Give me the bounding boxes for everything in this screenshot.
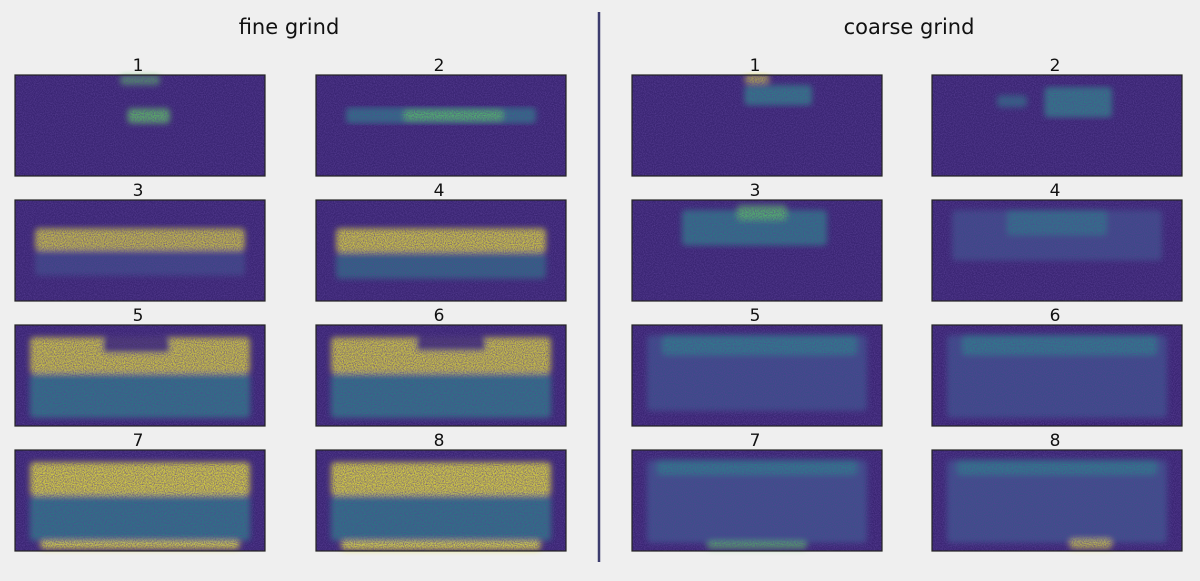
panel-noise [632,75,882,176]
panel-border [315,199,567,302]
panel-image [315,74,567,177]
panel-label: 8 [1050,431,1061,451]
panel-label: 6 [434,306,445,326]
panel-noise [632,450,882,551]
panel-noise [15,450,265,551]
panel-image [931,74,1183,177]
panel-label: 3 [133,181,144,201]
panel-noise [932,75,1182,176]
panel-label: 4 [434,181,445,201]
panel-label: 5 [750,306,761,326]
panel-border [931,324,1183,427]
panel-image [14,74,266,177]
panel-noise [932,200,1182,301]
panel-noise [632,325,882,426]
panel-noise [932,325,1182,426]
panel-border [931,199,1183,302]
panel-label: 7 [750,431,761,451]
panel-border [631,74,883,177]
panel-noise [316,325,566,426]
panel-label: 5 [133,306,144,326]
panel-border [931,74,1183,177]
panel-image [315,199,567,302]
panel-image [14,449,266,552]
panel-border [14,324,266,427]
panel-label: 1 [750,56,761,76]
panel-label: 8 [434,431,445,451]
group-title: fine grind [239,15,340,39]
panel-label: 7 [133,431,144,451]
panel-border [315,324,567,427]
panel-noise [316,450,566,551]
panel-border [315,74,567,177]
panel-label: 6 [1050,306,1061,326]
panel-border [631,324,883,427]
panel-image [631,449,883,552]
panel-border [14,449,266,552]
panel-image [631,324,883,427]
panel-border [14,199,266,302]
panel-border [315,449,567,552]
panel-noise [15,200,265,301]
panel-noise [316,200,566,301]
panel-image [315,324,567,427]
panel-image [315,449,567,552]
group-title: coarse grind [844,15,975,39]
panel-image [631,74,883,177]
panel-image [931,449,1183,552]
panel-image [931,324,1183,427]
panel-border [14,74,266,177]
panel-noise [15,75,265,176]
panel-noise [316,75,566,176]
panel-label: 4 [1050,181,1061,201]
panel-label: 3 [750,181,761,201]
panel-image [631,199,883,302]
panel-image [14,199,266,302]
panel-label: 2 [434,56,445,76]
panel-border [631,199,883,302]
panel-noise [632,200,882,301]
panel-noise [932,450,1182,551]
panel-image [931,199,1183,302]
panel-border [631,449,883,552]
panel-label: 2 [1050,56,1061,76]
panel-image [14,324,266,427]
panel-noise [15,325,265,426]
panel-label: 1 [133,56,144,76]
panel-border [931,449,1183,552]
